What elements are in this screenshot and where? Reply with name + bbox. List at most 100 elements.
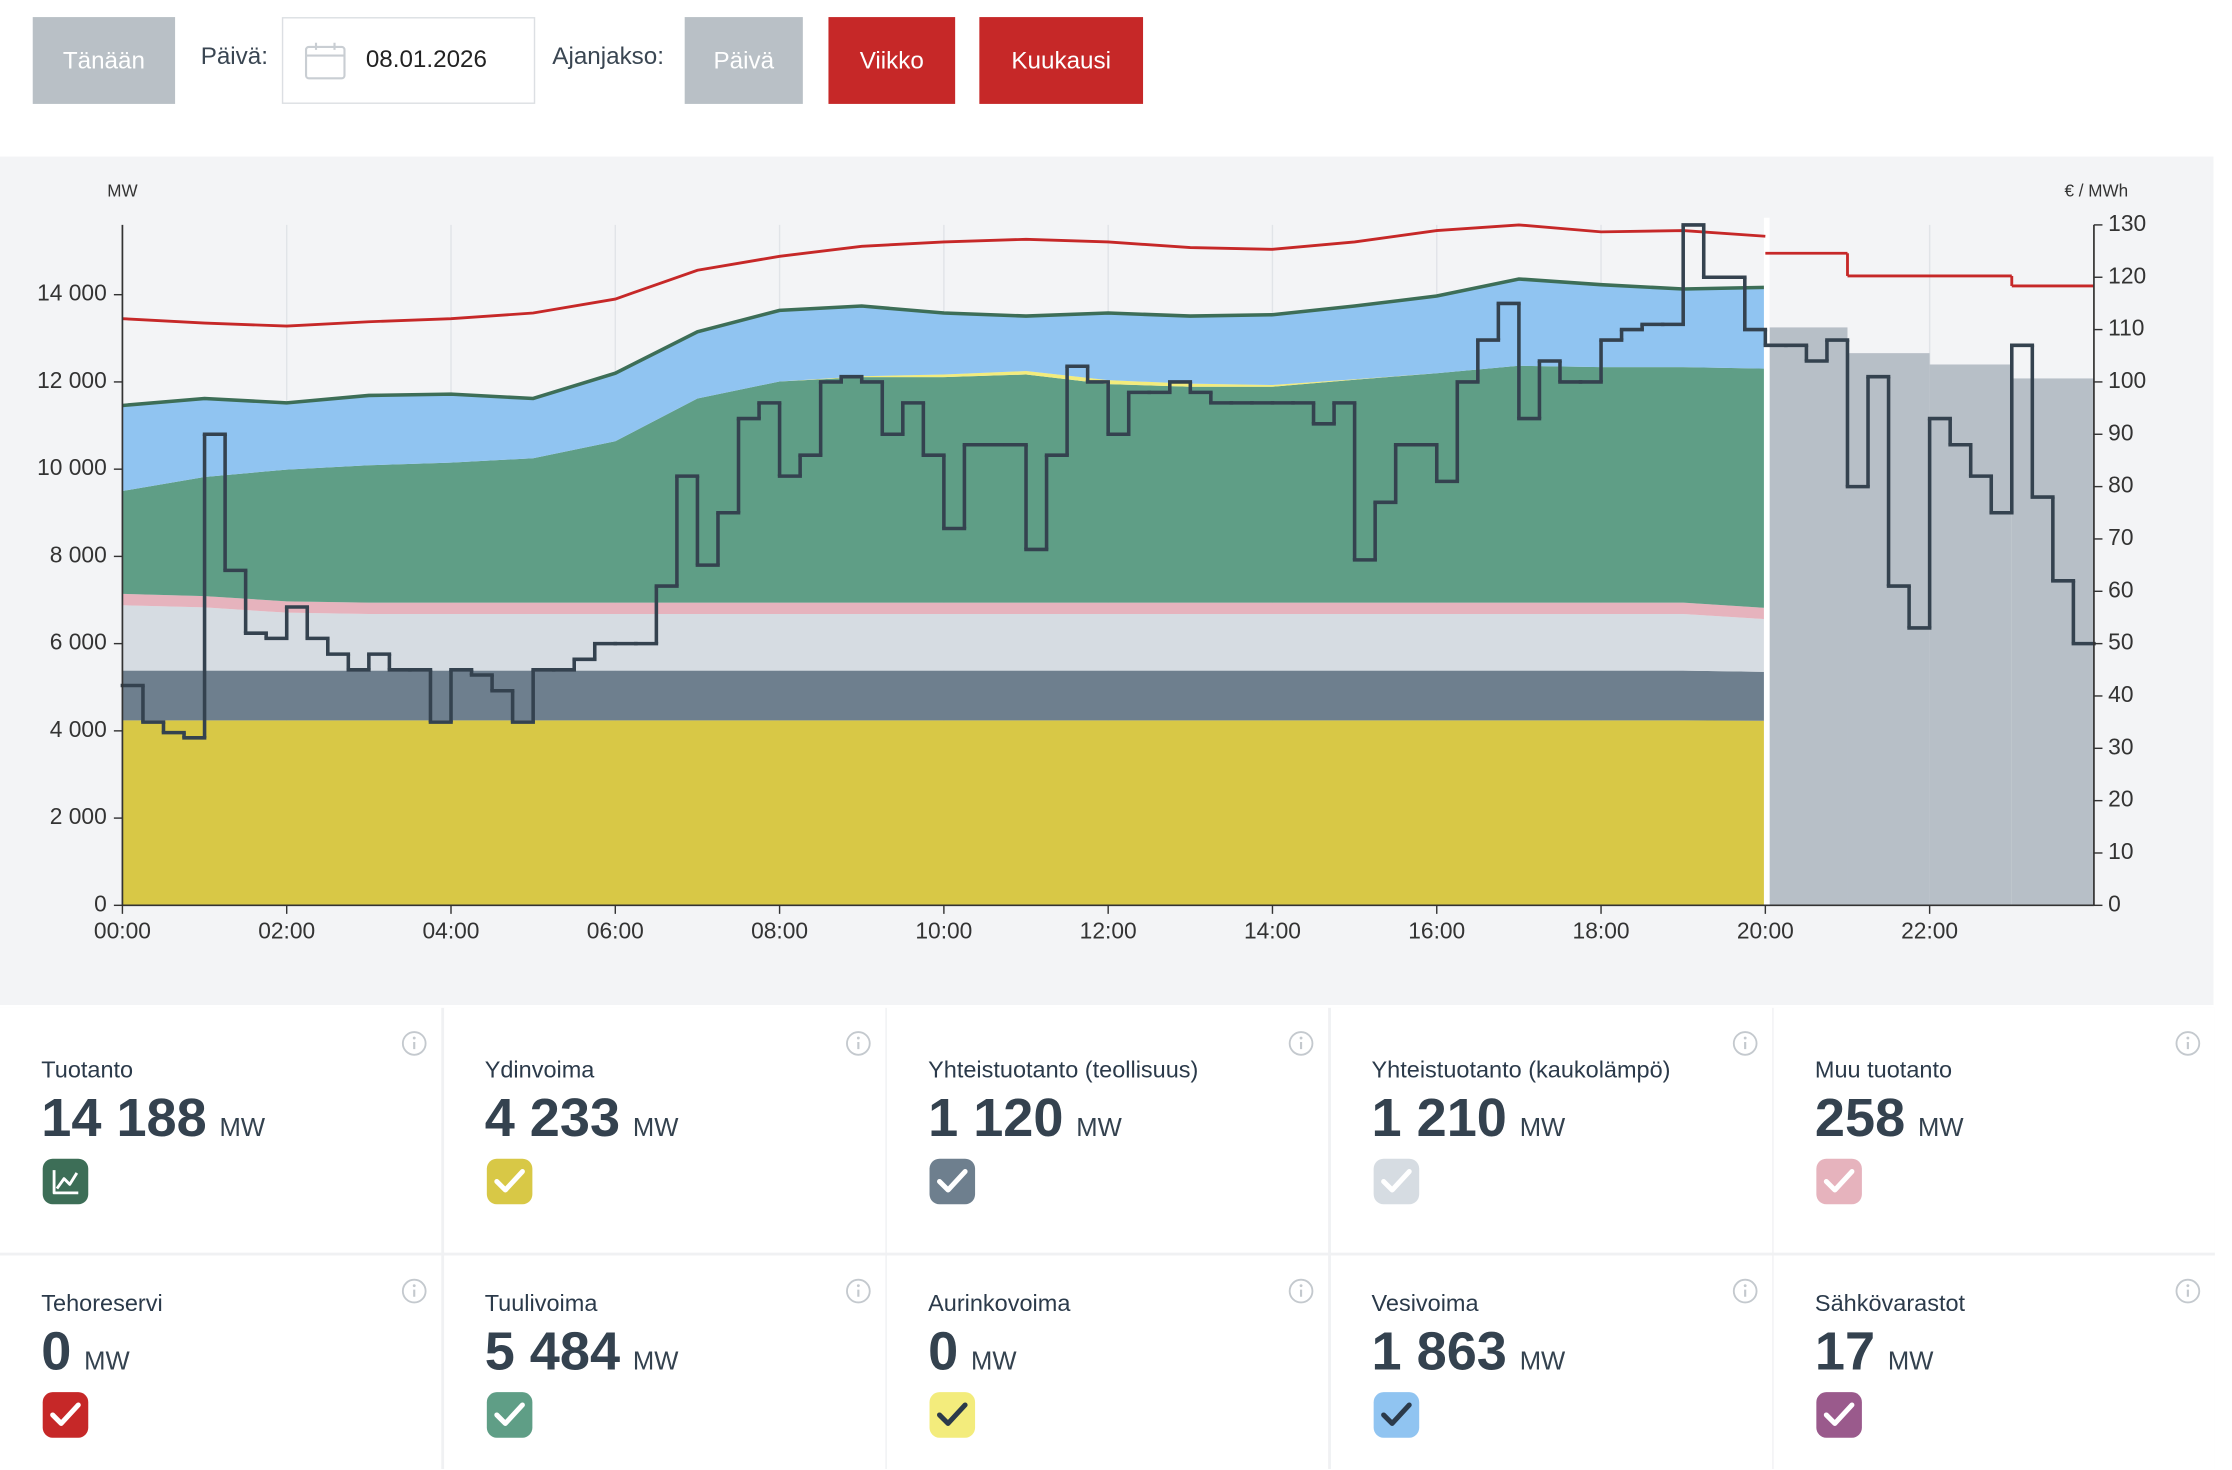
info-icon[interactable]	[2175, 1031, 2201, 1057]
card-value-row: 1 863 MW	[1372, 1322, 1772, 1385]
y2-tick-label: 30	[2108, 733, 2133, 759]
check-icon	[1380, 1169, 1412, 1193]
toggle-box	[1816, 1158, 1862, 1205]
y-tick-label: 10 000	[37, 454, 107, 480]
card-toggle[interactable]	[928, 1157, 976, 1205]
check-icon	[1823, 1402, 1855, 1426]
date-value: 08.01.2026	[365, 45, 487, 73]
y-tick-label: 8 000	[50, 541, 107, 567]
card-toggle[interactable]	[1815, 1157, 1863, 1205]
card-value-row: 0 MW	[41, 1322, 441, 1385]
y2-tick-label: 60	[2108, 576, 2133, 602]
period-month[interactable]: Kuukausi	[979, 17, 1144, 104]
y2-tick-label: 50	[2108, 629, 2133, 655]
date-input[interactable]: 08.01.2026	[281, 17, 536, 104]
card-toggle[interactable]	[41, 1157, 89, 1205]
info-circle	[1288, 1031, 1314, 1056]
card-value: 258	[1814, 1088, 1906, 1149]
stat-card: Aurinkovoima 0 MW	[886, 1255, 1329, 1470]
card-toggle[interactable]	[41, 1391, 89, 1439]
info-icon[interactable]	[2175, 1278, 2201, 1304]
period-week[interactable]: Viikko	[828, 17, 956, 104]
stat-card: Ydinvoima 4 233 MW	[443, 1007, 885, 1253]
info-dot	[1299, 1284, 1303, 1288]
info-dot	[856, 1284, 860, 1288]
info-dot	[1743, 1036, 1746, 1040]
toggle-box	[929, 1158, 976, 1205]
toggle-box	[486, 1392, 532, 1438]
x-tick-label: 10:00	[915, 917, 972, 943]
card-value: 5 484	[484, 1322, 621, 1383]
card-value-row: 258 MW	[1815, 1089, 2215, 1152]
stat-card: Yhteistuotanto (kaukolämpö) 1 210 MW	[1330, 1007, 1772, 1253]
card-label: Sähkövarastot	[1814, 1291, 1966, 1317]
card-value: 14 188	[41, 1088, 207, 1149]
today-button[interactable]: Tänään	[32, 17, 176, 104]
card-toggle[interactable]	[485, 1157, 533, 1205]
y2-tick-label: 90	[2108, 419, 2133, 445]
card-toggle[interactable]	[1815, 1391, 1863, 1439]
card-value-row: 5 484 MW	[485, 1322, 885, 1385]
x-tick-label: 04:00	[423, 917, 480, 943]
area	[122, 278, 1766, 491]
toggle-box	[42, 1392, 89, 1438]
x-tick-label: 14:00	[1244, 917, 1301, 943]
card-value: 17	[1814, 1322, 1876, 1383]
info-circle	[1732, 1031, 1757, 1056]
check-icon	[936, 1169, 968, 1193]
card-toggle[interactable]	[1372, 1391, 1420, 1439]
stat-card: Sähkövarastot 17 MW	[1773, 1255, 2215, 1470]
card-toggle[interactable]	[1372, 1157, 1420, 1205]
card-label: Yhteistuotanto (kaukolämpö)	[1371, 1057, 1671, 1084]
info-icon[interactable]	[401, 1031, 427, 1057]
x-tick-label: 06:00	[587, 917, 644, 943]
check-icon	[493, 1402, 525, 1426]
card-label: Yhteistuotanto (teollisuus)	[928, 1057, 1199, 1084]
info-circle	[2175, 1278, 2201, 1304]
card-grid: Tuotanto 14 188 MW Ydinvoima 4 233 MW Yhteistu…	[0, 1007, 2215, 1470]
info-icon[interactable]	[845, 1278, 871, 1304]
forecast-bar	[1769, 327, 1848, 906]
info-icon[interactable]	[1288, 1031, 1314, 1057]
check-icon	[936, 1402, 968, 1426]
x-tick-label: 20:00	[1737, 917, 1794, 943]
toggle-box	[1816, 1392, 1862, 1438]
card-toggle[interactable]	[485, 1391, 533, 1439]
area	[122, 605, 1766, 672]
card-unit: MW	[1519, 1113, 1566, 1142]
toggle-box	[1372, 1158, 1419, 1205]
info-dot	[1743, 1284, 1746, 1288]
card-value: 4 233	[484, 1088, 621, 1149]
card-value: 1 210	[1371, 1088, 1507, 1149]
info-dot	[1299, 1036, 1303, 1040]
x-tick-label: 18:00	[1573, 917, 1630, 943]
card-toggle[interactable]	[928, 1391, 976, 1439]
y2-tick-label: 20	[2108, 786, 2133, 812]
stat-card: Tuotanto 14 188 MW	[0, 1007, 442, 1253]
card-value: 0	[928, 1322, 959, 1383]
card-unit: MW	[219, 1113, 266, 1142]
card-unit: MW	[1076, 1113, 1122, 1142]
info-icon[interactable]	[845, 1031, 871, 1057]
info-circle	[845, 1031, 870, 1056]
toggle-box	[1372, 1392, 1419, 1438]
info-icon[interactable]	[401, 1278, 427, 1304]
info-icon[interactable]	[1732, 1031, 1758, 1057]
card-label: Muu tuotanto	[1814, 1057, 1953, 1084]
check-icon	[50, 1402, 81, 1426]
card-label: Ydinvoima	[484, 1057, 595, 1084]
period-day[interactable]: Päivä	[684, 17, 803, 104]
card-value-row: 17 MW	[1815, 1322, 2215, 1385]
y2-tick-label: 130	[2108, 210, 2146, 236]
area	[122, 593, 1766, 620]
info-dot	[2186, 1036, 2190, 1040]
y2-tick-label: 120	[2108, 262, 2146, 288]
x-tick-label: 22:00	[1901, 917, 1958, 943]
y2-tick-label: 0	[2108, 890, 2121, 916]
total-outline	[122, 277, 1766, 408]
card-unit: MW	[1519, 1346, 1566, 1376]
info-icon[interactable]	[1288, 1278, 1314, 1304]
info-icon[interactable]	[1732, 1278, 1758, 1304]
